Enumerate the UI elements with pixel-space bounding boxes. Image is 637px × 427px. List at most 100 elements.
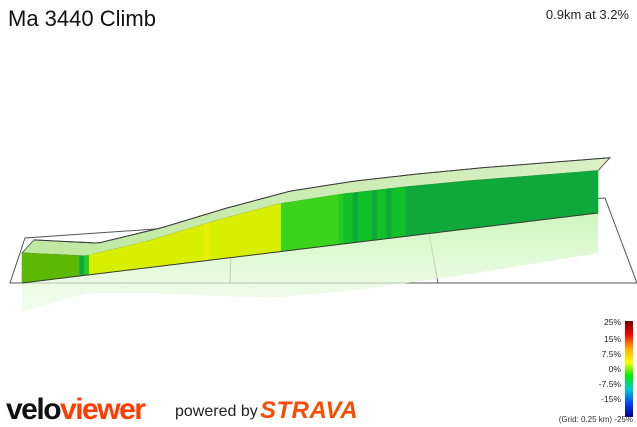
legend-label-neg-15: -15%: [601, 394, 621, 404]
profile-segment: [482, 179, 488, 228]
profile-segment: [328, 195, 335, 247]
profile-segment: [285, 201, 292, 252]
profile-segment: [429, 183, 436, 234]
profile-segment: [21, 252, 28, 284]
profile-segment: [170, 232, 176, 266]
strava-logo[interactable]: STRAVA: [260, 397, 359, 424]
profile-segment: [444, 182, 450, 233]
profile-segment: [122, 245, 128, 272]
profile-segment: [204, 222, 210, 262]
profile-segment: [271, 204, 277, 254]
profile-segment: [199, 223, 205, 262]
profile-segment: [477, 179, 484, 228]
profile-segment: [256, 208, 263, 255]
profile-segment: [280, 202, 287, 252]
profile-segment: [578, 171, 584, 216]
profile-segment: [573, 171, 580, 217]
profile-segment: [252, 209, 258, 256]
profile-segment: [64, 254, 71, 279]
profile-segment: [530, 175, 536, 222]
profile-segment: [372, 189, 378, 241]
profile-segment: [98, 251, 104, 275]
profile-segment: [324, 195, 330, 247]
profile-segment: [348, 192, 354, 244]
profile-segment: [439, 182, 445, 233]
gradient-legend: 25% 15% 7.5% 0% -7.5% -15%: [588, 315, 637, 423]
profile-segment: [127, 244, 133, 271]
profile-segment: [36, 253, 42, 282]
profile-segment: [74, 255, 80, 277]
profile-segment: [420, 184, 426, 235]
profile-segment: [362, 190, 368, 242]
profile-segment: [487, 178, 493, 227]
profile-segment: [535, 174, 541, 221]
legend-label-7-5: 7.5%: [601, 349, 621, 359]
profile-segment: [492, 178, 498, 227]
profile-segment: [463, 180, 469, 230]
profile-segment: [592, 170, 599, 214]
page-title: Ma 3440 Climb: [8, 6, 156, 31]
profile-segment: [367, 190, 373, 242]
profile-segment: [448, 181, 455, 232]
profile-segment: [93, 252, 100, 275]
profile-segment: [559, 173, 565, 219]
profile-segment: [247, 210, 253, 256]
profile-segment: [180, 229, 186, 265]
profile-segment: [386, 188, 392, 240]
profile-segment: [544, 174, 551, 220]
legend-label-neg-25: -25%: [614, 415, 633, 424]
profile-segment: [333, 194, 340, 246]
profile-segment: [525, 175, 532, 223]
profile-segment: [31, 253, 37, 283]
profile-segment: [424, 184, 431, 235]
profile-segment: [453, 181, 460, 231]
profile-segment: [391, 187, 397, 239]
profile-segment: [266, 205, 272, 254]
profile-segment: [103, 250, 109, 274]
profile-segment: [506, 177, 512, 225]
profile-reflection: [22, 213, 598, 312]
logo-viewer: viewer: [60, 393, 146, 426]
profile-segment: [290, 201, 296, 251]
profile-segment: [112, 247, 119, 273]
profile-segment: [496, 177, 503, 226]
profile-segment: [69, 254, 76, 278]
profile-segment: [60, 254, 66, 279]
profile-segment: [338, 193, 344, 245]
profile-segment: [132, 243, 138, 270]
profile-segment: [208, 220, 215, 261]
climb-summary: 0.9km at 3.2%: [545, 7, 629, 22]
profile-segment: [295, 200, 301, 251]
profile-segment: [108, 249, 114, 273]
profile-segment: [223, 217, 229, 259]
profile-segment: [228, 215, 234, 259]
profile-segment: [261, 206, 268, 255]
profile-segment: [540, 174, 546, 221]
logo-velo: velo: [6, 393, 62, 426]
profile-segment: [520, 176, 527, 223]
gradient-color-scale: [625, 321, 633, 417]
profile-segment: [213, 219, 220, 261]
profile-segment: [314, 197, 320, 248]
profile-segment: [501, 177, 508, 226]
profile-segment: [468, 180, 474, 230]
profile-segment: [175, 231, 181, 265]
veloviewer-logo[interactable]: velo viewer: [6, 393, 146, 426]
powered-by-text: powered by: [175, 403, 258, 420]
profile-segment: [156, 236, 162, 268]
profile-segment: [300, 199, 306, 250]
profile-segment: [55, 254, 61, 280]
profile-segment: [415, 185, 421, 236]
profile-segment: [516, 176, 522, 224]
profile-segment: [458, 181, 464, 231]
profile-segment: [309, 198, 316, 249]
profile-segment: [160, 235, 167, 267]
profile-segment: [304, 198, 311, 249]
profile-segment: [84, 254, 90, 276]
profile-segment: [50, 254, 56, 280]
profile-segment: [189, 226, 196, 263]
profile-segment: [549, 173, 556, 220]
reflection-shape: [22, 213, 598, 312]
profile-segment: [26, 252, 32, 283]
